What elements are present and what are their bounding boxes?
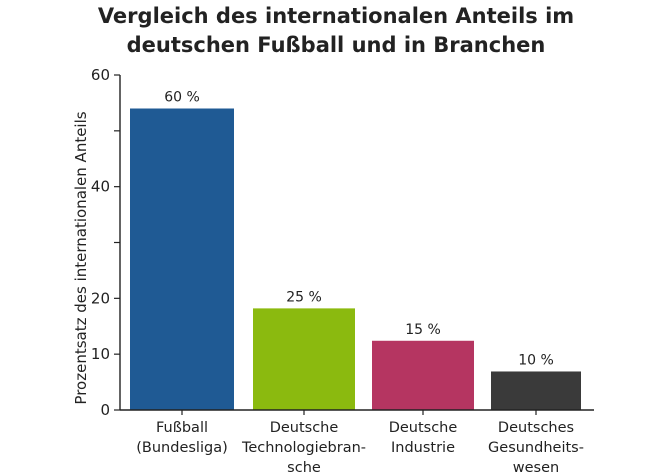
- x-category-label: Fußball (Bundesliga): [136, 420, 227, 456]
- y-tick-label: 10: [91, 345, 110, 363]
- chart-title: Vergleich des internationalen Anteils im…: [97, 4, 575, 57]
- x-axis: Fußball (Bundesliga) Deutsche Technologiebr…: [120, 409, 594, 476]
- bars: 60 % 25 % 15 % 10 %: [130, 90, 581, 410]
- x-category-label: Deutsche Technologiebran-sche: [241, 420, 366, 476]
- y-tick-label: 60: [91, 66, 110, 84]
- bar-value-label: 25 %: [286, 289, 322, 305]
- y-tick-label: 40: [91, 178, 110, 196]
- y-tick-label: 0: [100, 401, 110, 419]
- x-category-label: Deutsches Gesundheits-wesen: [488, 420, 584, 476]
- bar: [253, 308, 355, 410]
- bar-value-label: 15 %: [405, 322, 441, 338]
- bar: [491, 371, 581, 410]
- bar-value-label: 60 %: [164, 90, 200, 106]
- y-axis-label-group: Prozentsatz des internationalen Anteils: [72, 111, 90, 404]
- y-axis-label: Prozentsatz des internationalen Anteils: [72, 111, 90, 404]
- y-tick-label: 20: [91, 289, 110, 307]
- bar-value-label: 10 %: [518, 352, 554, 368]
- bar: [372, 340, 474, 410]
- y-axis: 0 10 20 40 60: [91, 66, 121, 419]
- x-category-label: Deutsche Industrie: [389, 420, 458, 456]
- bar: [130, 108, 234, 410]
